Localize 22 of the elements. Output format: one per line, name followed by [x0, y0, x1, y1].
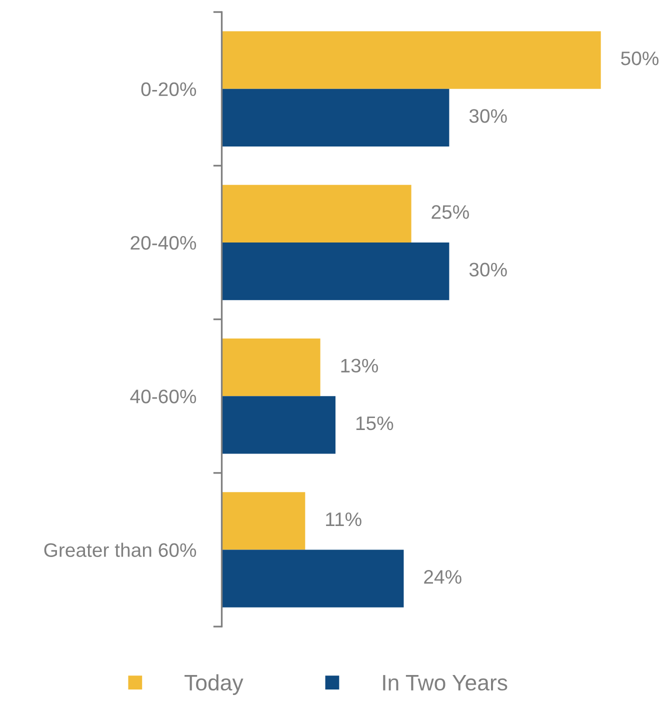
legend-label: In Two Years	[383, 675, 508, 691]
legend-label: Today	[184, 674, 244, 695]
data-label: 30%	[469, 109, 507, 123]
bar	[222, 396, 336, 454]
y-tick-label: Greater than 60%	[44, 542, 196, 557]
data-label: 25%	[432, 205, 469, 219]
bar	[222, 184, 412, 242]
y-tick-label: 20-40%	[130, 236, 196, 250]
bar	[222, 550, 404, 608]
data-label: 15%	[356, 416, 394, 430]
data-label: 24%	[424, 570, 462, 584]
bar	[222, 242, 450, 300]
data-label: 30%	[469, 262, 507, 277]
y-tick-label: 0-20%	[141, 82, 196, 96]
data-label: 11%	[326, 512, 362, 526]
bar	[222, 338, 320, 396]
y-tick-label: 40-60%	[130, 390, 196, 404]
bar	[222, 88, 450, 146]
data-label: 13%	[341, 358, 378, 373]
bar	[222, 492, 306, 550]
data-label: 50%	[621, 52, 659, 66]
bar	[222, 31, 601, 89]
